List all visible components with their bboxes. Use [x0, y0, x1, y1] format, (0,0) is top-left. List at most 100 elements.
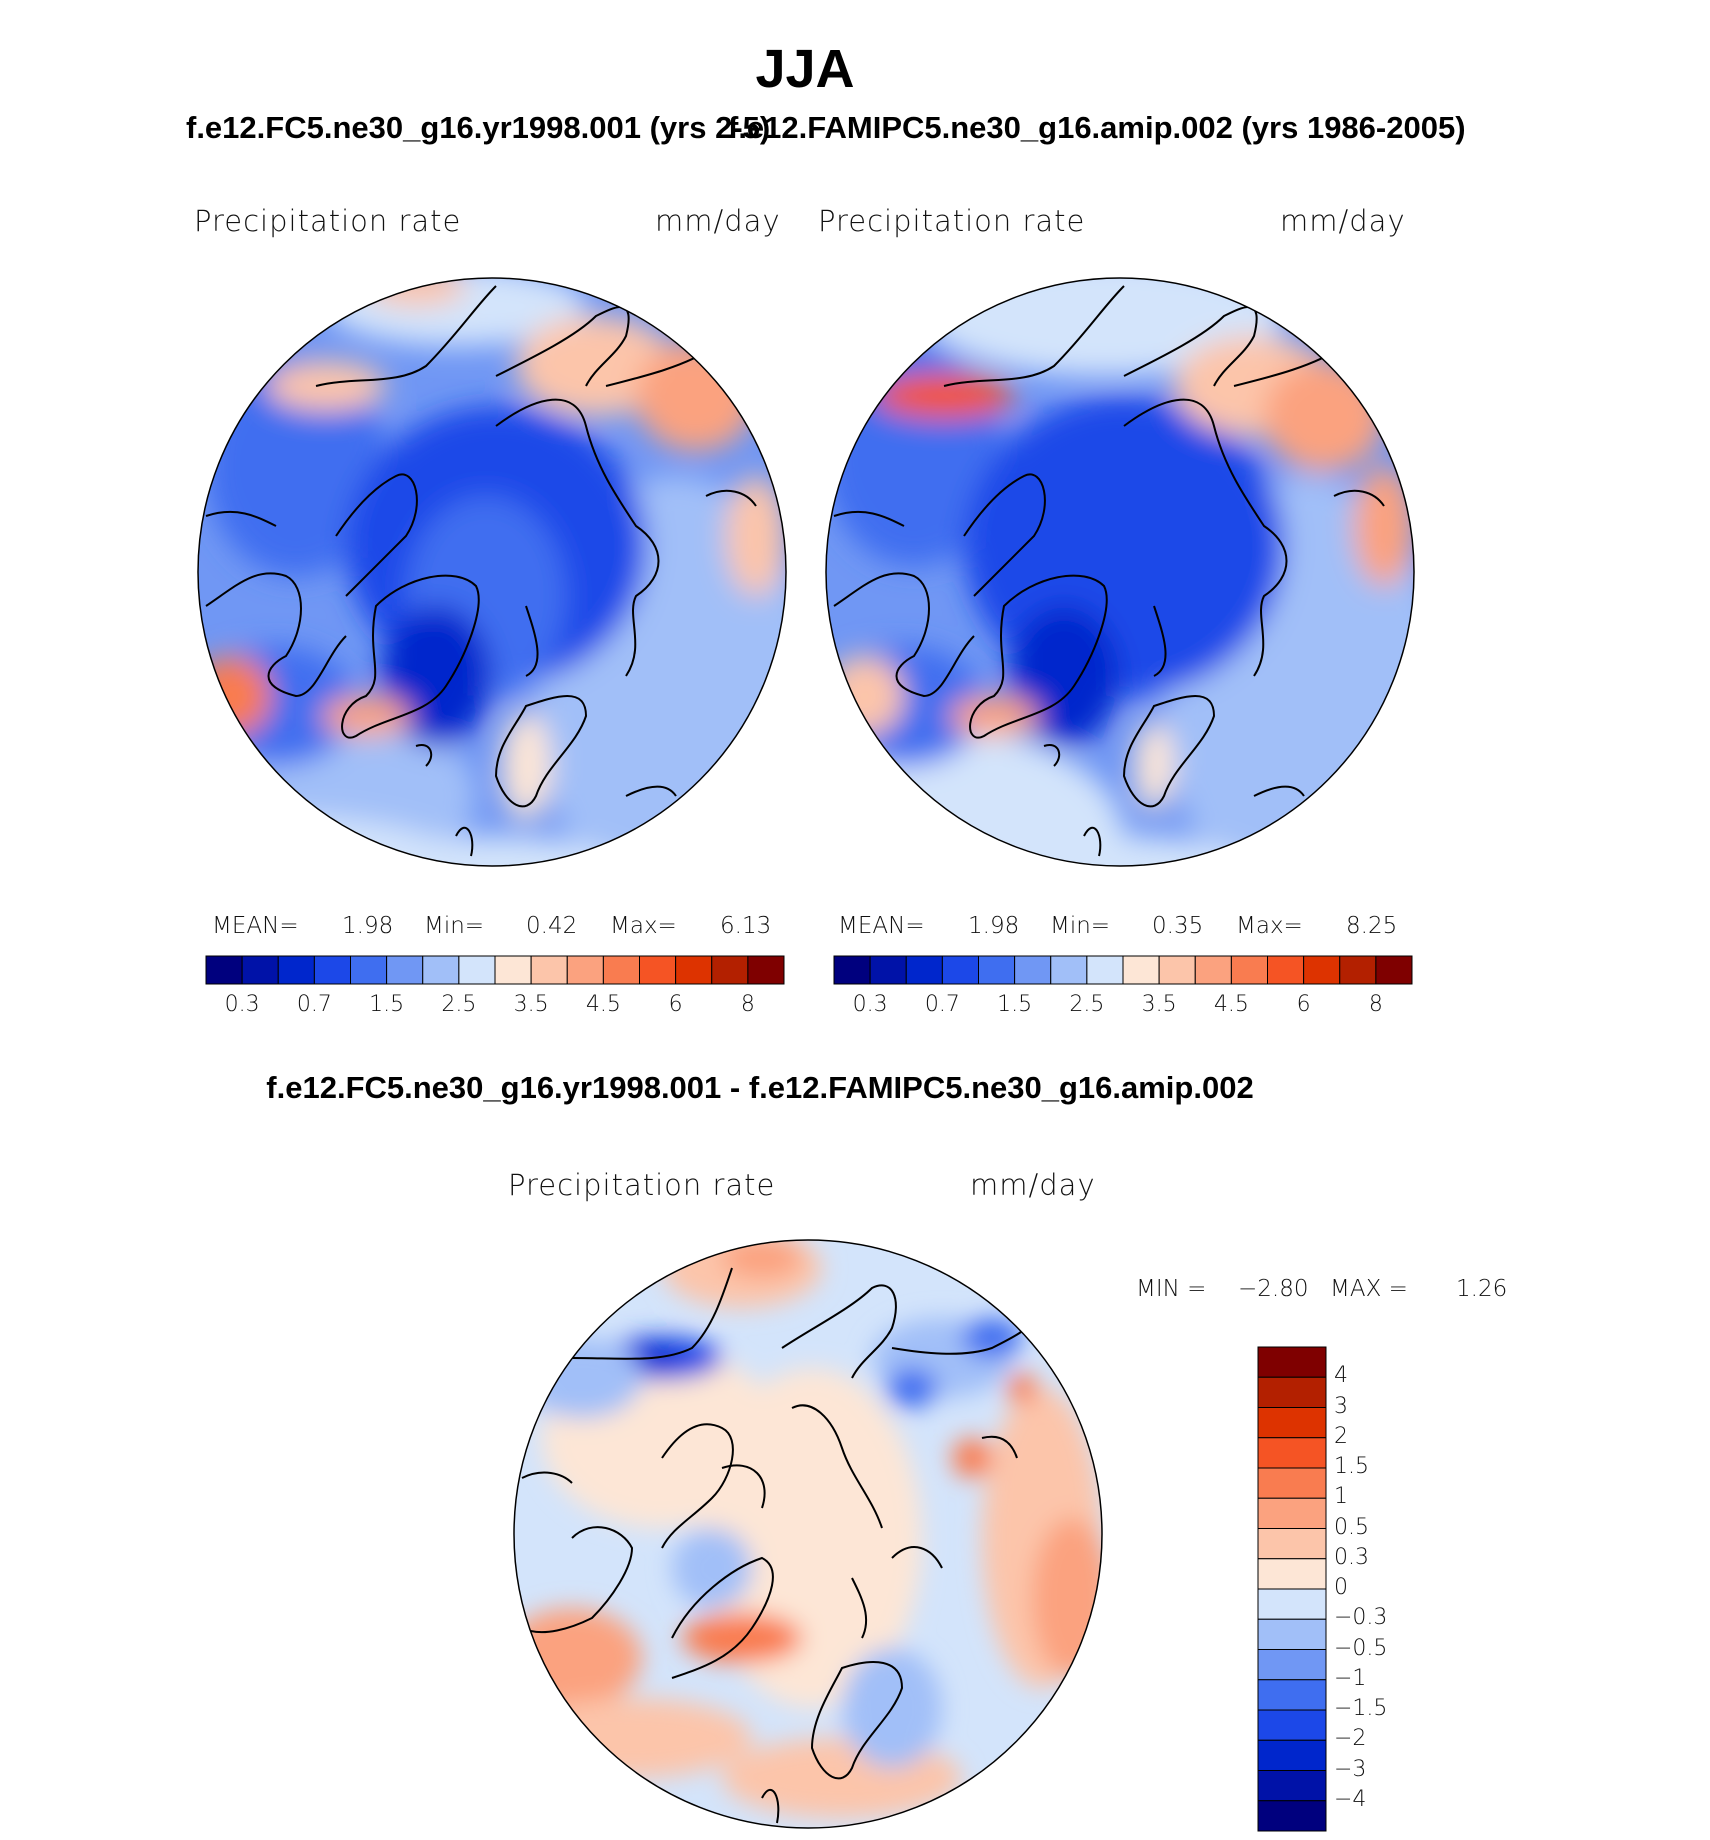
colorbar-swatch [1014, 955, 1052, 985]
colorbar-swatch [1339, 955, 1377, 985]
colorbar-swatch [1050, 955, 1088, 985]
colorbar-tick-label: −4 [1334, 1786, 1367, 1812]
colorbar-swatch [1122, 955, 1160, 985]
panel1-colorbar [205, 955, 785, 985]
panel2-min-label: Min= [1050, 913, 1111, 939]
colorbar-swatch [1086, 955, 1124, 985]
panel2-max-label: Max= [1236, 913, 1303, 939]
panel2-max-value: 8.25 [1346, 913, 1398, 939]
colorbar-swatch [1257, 1528, 1327, 1560]
colorbar-swatch [941, 955, 979, 985]
colorbar-tick-label: 3 [1334, 1393, 1348, 1419]
colorbar-swatch [602, 955, 640, 985]
colorbar-tick-label: 0.7 [924, 992, 960, 1017]
colorbar-tick-label: 0 [1334, 1575, 1348, 1600]
difference-units-label: mm/day [970, 1168, 1096, 1202]
colorbar-swatch [386, 955, 424, 985]
colorbar-swatch [1257, 1558, 1327, 1590]
colorbar-tick-label: 8 [740, 992, 755, 1017]
difference-title: f.e12.FC5.ne30_g16.yr1998.001 - f.e12.FA… [266, 1070, 1254, 1105]
colorbar-tick-label: −0.3 [1334, 1605, 1388, 1631]
colorbar-swatch [422, 955, 460, 985]
colorbar-swatch [1194, 955, 1232, 985]
colorbar-swatch [1257, 1618, 1327, 1650]
colorbar-swatch [313, 955, 351, 985]
colorbar-swatch [1257, 1346, 1327, 1378]
panel2-colorbar [833, 955, 1413, 985]
panel1-units-label: mm/day [655, 204, 781, 238]
panel1-max-label: Max= [610, 913, 677, 939]
colorbar-swatch [1375, 955, 1413, 985]
colorbar-tick-label: 2.5 [441, 992, 477, 1017]
colorbar-swatch [978, 955, 1016, 985]
panel2-mean-label: MEAN= [838, 913, 925, 939]
panel2-variable-label: Precipitation rate [818, 204, 1086, 238]
difference-variable-label: Precipitation rate [508, 1168, 776, 1202]
figure-title: JJA [755, 39, 855, 99]
colorbar-swatch [1257, 1800, 1327, 1832]
colorbar-tick-label: −2 [1334, 1726, 1367, 1752]
colorbar-tick-label: 1 [1334, 1484, 1348, 1510]
panel2-mean-value: 1.98 [968, 913, 1020, 939]
difference-polar-map [513, 1239, 1103, 1829]
colorbar-swatch [1257, 1467, 1327, 1499]
colorbar-tick-label: 4.5 [1213, 992, 1249, 1017]
panel1-min-label: Min= [424, 913, 485, 939]
colorbar-swatch [1267, 955, 1305, 985]
colorbar-tick-label: 1.5 [1334, 1454, 1369, 1479]
colorbar-swatch [530, 955, 568, 985]
panel2-case-title: f.e12.FAMIPC5.ne30_g16.amip.002 (yrs 198… [728, 110, 1466, 145]
colorbar-tick-label: 1.5 [997, 992, 1033, 1017]
difference-max-label: MAX = [1330, 1276, 1408, 1302]
difference-max-value: 1.26 [1456, 1276, 1508, 1302]
colorbar-tick-label: 4 [1334, 1363, 1348, 1389]
colorbar-swatch [1257, 1497, 1327, 1529]
colorbar-tick-label: −0.5 [1334, 1635, 1388, 1661]
colorbar-swatch [833, 955, 871, 985]
panel1-case-title: f.e12.FC5.ne30_g16.yr1998.001 (yrs 2-5) [186, 110, 771, 145]
colorbar-swatch [747, 955, 785, 985]
colorbar-tick-label: 3.5 [513, 992, 549, 1017]
colorbar-tick-label: 0.7 [296, 992, 332, 1017]
colorbar-tick-label: 0.3 [1334, 1544, 1369, 1570]
colorbar-swatch [1257, 1709, 1327, 1741]
difference-min-value: −2.80 [1238, 1276, 1309, 1302]
colorbar-swatch [1257, 1770, 1327, 1802]
colorbar-swatch [566, 955, 604, 985]
panel1-mean-label: MEAN= [212, 913, 299, 939]
colorbar-tick-label: −3 [1334, 1756, 1367, 1782]
colorbar-swatch [494, 955, 532, 985]
panel1-min-value: 0.42 [526, 913, 578, 939]
colorbar-tick-label: 6 [668, 992, 683, 1017]
colorbar-tick-label: −1.5 [1334, 1696, 1388, 1721]
panel2-min-value: 0.35 [1152, 913, 1204, 939]
colorbar-tick-label: 2 [1334, 1423, 1348, 1449]
colorbar-swatch [905, 955, 943, 985]
difference-min-label: MIN = [1136, 1276, 1207, 1302]
colorbar-tick-label: 0.3 [224, 992, 260, 1017]
colorbar-swatch [1257, 1588, 1327, 1620]
colorbar-tick-label: 1.5 [369, 992, 405, 1017]
difference-colorbar [1257, 1346, 1327, 1832]
colorbar-tick-label: 2.5 [1069, 992, 1105, 1017]
colorbar-swatch [869, 955, 907, 985]
colorbar-tick-label: 0.3 [852, 992, 888, 1017]
colorbar-swatch [458, 955, 496, 985]
colorbar-swatch [1257, 1649, 1327, 1681]
colorbar-tick-label: 3.5 [1141, 992, 1177, 1017]
panel1-polar-map [197, 277, 787, 867]
colorbar-swatch [1158, 955, 1196, 985]
colorbar-swatch [350, 955, 388, 985]
colorbar-tick-label: 4.5 [585, 992, 621, 1017]
panel2-units-label: mm/day [1280, 204, 1406, 238]
colorbar-tick-label: −1 [1334, 1665, 1367, 1691]
colorbar-swatch [1257, 1739, 1327, 1771]
colorbar-tick-label: 0.5 [1334, 1514, 1369, 1540]
colorbar-swatch [1257, 1679, 1327, 1711]
colorbar-swatch [1257, 1376, 1327, 1408]
colorbar-swatch [675, 955, 713, 985]
colorbar-swatch [1303, 955, 1341, 985]
panel1-max-value: 6.13 [720, 913, 772, 939]
colorbar-swatch [277, 955, 315, 985]
colorbar-swatch [639, 955, 677, 985]
